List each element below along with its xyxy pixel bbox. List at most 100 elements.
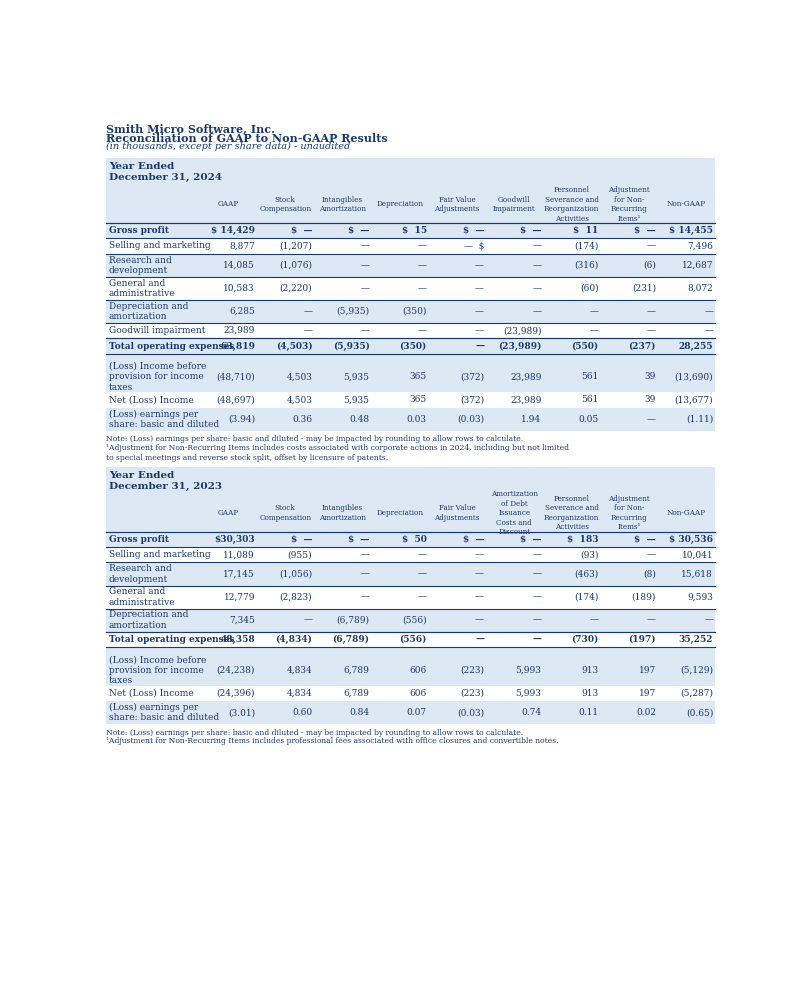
Text: —: —	[647, 615, 656, 624]
Text: $  —: $ —	[291, 535, 312, 544]
Text: (in thousands, except per share data) - unaudited: (in thousands, except per share data) - …	[107, 142, 351, 152]
Text: —: —	[533, 283, 541, 292]
Text: (1,056): (1,056)	[280, 570, 312, 579]
Text: 0.74: 0.74	[521, 709, 541, 717]
Text: (316): (316)	[574, 261, 598, 270]
Text: $  —: $ —	[463, 226, 484, 235]
Text: $  —: $ —	[348, 535, 369, 544]
Text: 9,593: 9,593	[687, 593, 713, 602]
Text: 913: 913	[582, 689, 598, 698]
Text: 11,089: 11,089	[223, 550, 255, 559]
Text: (4,503): (4,503)	[276, 342, 312, 351]
Bar	[107, 238, 714, 254]
Text: (24,396): (24,396)	[216, 689, 255, 698]
Text: 35,252: 35,252	[678, 635, 713, 644]
Text: Stock
Compensation: Stock Compensation	[260, 504, 312, 522]
Text: —: —	[360, 242, 369, 251]
Text: —: —	[418, 261, 427, 270]
Text: —: —	[590, 326, 598, 335]
Text: GAAP: GAAP	[217, 200, 239, 208]
Text: 63,819: 63,819	[220, 342, 255, 351]
Text: Adjustment
for Non-
Recurring
Items¹: Adjustment for Non- Recurring Items¹	[608, 186, 650, 223]
Text: —: —	[475, 326, 484, 335]
Text: Selling and marketing: Selling and marketing	[109, 242, 211, 251]
Text: (60): (60)	[580, 283, 598, 292]
Text: Adjustment
for Non-
Recurring
Items¹: Adjustment for Non- Recurring Items¹	[608, 495, 650, 531]
Text: 12,687: 12,687	[682, 261, 713, 270]
Bar	[107, 407, 714, 431]
Text: —: —	[533, 307, 541, 316]
Text: (5,129): (5,129)	[680, 666, 713, 675]
Text: (13,690): (13,690)	[674, 373, 713, 382]
Bar	[107, 531, 714, 547]
Text: (231): (231)	[632, 283, 656, 292]
Text: Gross profit: Gross profit	[109, 535, 169, 544]
Text: General and
administrative: General and administrative	[109, 278, 175, 298]
Text: —: —	[360, 261, 369, 270]
Bar	[107, 159, 714, 223]
Text: (372): (372)	[460, 373, 484, 382]
Text: 8,072: 8,072	[687, 283, 713, 292]
Text: Depreciation and
amortization: Depreciation and amortization	[109, 301, 188, 321]
Text: (23,989): (23,989)	[503, 326, 541, 335]
Text: 8,877: 8,877	[229, 242, 255, 251]
Text: 15,618: 15,618	[682, 570, 713, 579]
Text: Stock
Compensation: Stock Compensation	[260, 195, 312, 213]
Text: —: —	[304, 615, 312, 624]
Text: 5,935: 5,935	[344, 373, 369, 382]
Text: Fair Value
Adjustments: Fair Value Adjustments	[434, 195, 480, 213]
Text: 0.11: 0.11	[578, 709, 598, 717]
Text: Year Ended
December 31, 2024: Year Ended December 31, 2024	[109, 162, 222, 182]
Text: Non-GAAP: Non-GAAP	[666, 200, 706, 208]
Text: —: —	[475, 635, 484, 644]
Text: —: —	[533, 242, 541, 251]
Text: $  183: $ 183	[567, 535, 598, 544]
Bar	[107, 655, 714, 686]
Text: Total operating expenses: Total operating expenses	[109, 635, 234, 644]
Bar	[107, 276, 714, 300]
Bar	[107, 254, 714, 276]
Text: 5,993: 5,993	[516, 666, 541, 675]
Text: —: —	[647, 550, 656, 559]
Text: (1,076): (1,076)	[280, 261, 312, 270]
Text: (955): (955)	[288, 550, 312, 559]
Text: —  $: — $	[464, 242, 484, 251]
Text: Goodwill impairment: Goodwill impairment	[109, 326, 205, 335]
Text: (Loss) Income before
provision for income
taxes: (Loss) Income before provision for incom…	[109, 362, 206, 391]
Text: Note: (Loss) earnings per share: basic and diluted - may be impacted by rounding: Note: (Loss) earnings per share: basic a…	[107, 435, 523, 443]
Text: 365: 365	[409, 395, 427, 404]
Text: (350): (350)	[402, 307, 427, 316]
Text: (189): (189)	[631, 593, 656, 602]
Text: 4,503: 4,503	[287, 373, 312, 382]
Text: (350): (350)	[400, 342, 427, 351]
Text: —: —	[418, 593, 427, 602]
Text: —: —	[704, 307, 713, 316]
Text: (6,789): (6,789)	[336, 615, 369, 624]
Text: —: —	[533, 261, 541, 270]
Text: Note: (Loss) earnings per share: basic and diluted - may be impacted by rounding: Note: (Loss) earnings per share: basic a…	[107, 728, 523, 736]
Text: $  —: $ —	[520, 226, 541, 235]
Text: $  —: $ —	[291, 226, 312, 235]
Text: (730): (730)	[571, 635, 598, 644]
Text: 28,255: 28,255	[678, 342, 713, 351]
Text: 10,583: 10,583	[223, 283, 255, 292]
Text: 6,285: 6,285	[229, 307, 255, 316]
Text: 0.03: 0.03	[407, 414, 427, 424]
Text: 913: 913	[582, 666, 598, 675]
Text: 23,989: 23,989	[510, 373, 541, 382]
Text: Total operating expenses: Total operating expenses	[109, 342, 234, 351]
Text: 5,993: 5,993	[516, 689, 541, 698]
Text: 0.48: 0.48	[349, 414, 369, 424]
Text: (48,710): (48,710)	[216, 373, 255, 382]
Text: —: —	[418, 570, 427, 579]
Text: (1.11): (1.11)	[686, 414, 713, 424]
Text: —: —	[704, 615, 713, 624]
Text: 0.36: 0.36	[292, 414, 312, 424]
Text: (2,823): (2,823)	[280, 593, 312, 602]
Text: GAAP: GAAP	[217, 509, 239, 517]
Text: 12,779: 12,779	[223, 593, 255, 602]
Text: —: —	[475, 550, 484, 559]
Text: (13,677): (13,677)	[674, 395, 713, 404]
Text: —: —	[360, 326, 369, 335]
Text: —: —	[418, 326, 427, 335]
